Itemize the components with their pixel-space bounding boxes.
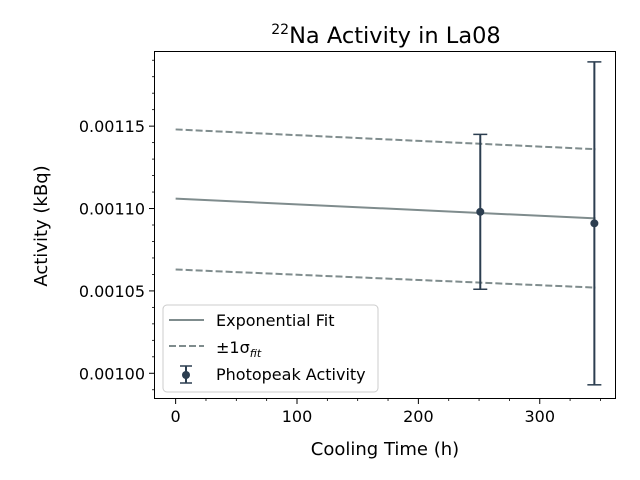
x-tick-label-0: 0 <box>171 407 181 426</box>
x-axis: 0 100 200 300 <box>171 398 601 426</box>
sigma-lower-line <box>175 268 596 289</box>
fit-line <box>175 197 596 220</box>
y-axis: 0.00100 0.00105 0.00110 0.00115 <box>79 59 155 391</box>
plot-area <box>175 61 602 386</box>
legend-fit-label: Exponential Fit <box>216 311 334 330</box>
y-axis-label: Activity (kBq) <box>31 165 52 286</box>
legend-data-label: Photopeak Activity <box>216 365 366 384</box>
legend-sigma-subscript: fit <box>250 347 262 360</box>
x-axis-label: Cooling Time (h) <box>311 439 459 460</box>
data-point-1 <box>590 219 599 228</box>
x-tick-label-2: 200 <box>403 407 434 426</box>
chart-title: 22Na Activity in La08 <box>271 22 501 49</box>
x-tick-label-1: 100 <box>282 407 313 426</box>
y-tick-label-3: 0.00115 <box>79 117 145 136</box>
y-tick-label-1: 0.00105 <box>79 282 145 301</box>
data-point-0 <box>476 207 485 216</box>
chart-title-text: Na Activity in La08 <box>289 23 501 49</box>
y-tick-label-0: 0.00100 <box>79 364 145 383</box>
y-tick-label-2: 0.00110 <box>79 200 145 219</box>
legend: Exponential Fit ±1σfit Photopeak Activit… <box>162 304 379 393</box>
x-tick-label-3: 300 <box>524 407 555 426</box>
legend-frame <box>162 304 379 393</box>
sigma-upper-line <box>175 128 596 151</box>
legend-data-marker <box>182 371 190 379</box>
legend-sigma-main: ±1σ <box>216 338 250 357</box>
chart-title-superscript: 22 <box>271 22 289 38</box>
legend-sigma-label: ±1σfit <box>216 338 262 360</box>
